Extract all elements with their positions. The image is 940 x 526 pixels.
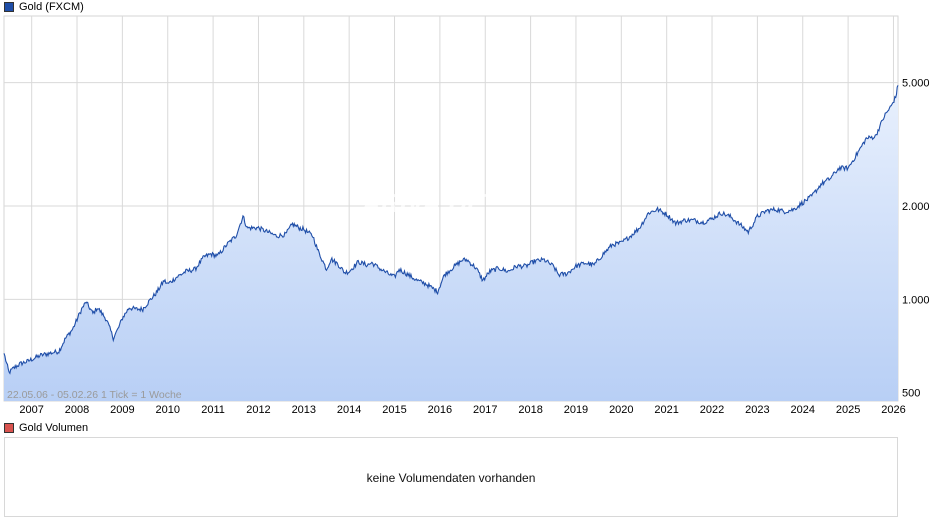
x-tick-label: 2020 bbox=[609, 404, 633, 416]
x-tick-label: 2009 bbox=[110, 404, 134, 416]
x-tick-label: 2014 bbox=[337, 404, 361, 416]
x-tick-label: 2018 bbox=[518, 404, 542, 416]
watermark: ARIVA.DE bbox=[359, 188, 488, 218]
x-tick-label: 2015 bbox=[382, 404, 406, 416]
main-legend: Gold (FXCM) bbox=[4, 0, 84, 14]
y-tick-label: 2.000 bbox=[902, 201, 930, 213]
y-tick-label: 5.000 bbox=[902, 78, 930, 90]
x-tick-label: 2008 bbox=[65, 404, 89, 416]
x-tick-label: 2021 bbox=[654, 404, 678, 416]
y-tick-label: 500 bbox=[902, 388, 920, 400]
range-info: 22.05.06 - 05.02.26 1 Tick = 1 Woche bbox=[7, 389, 182, 401]
x-tick-label: 2012 bbox=[246, 404, 270, 416]
y-axis-labels: 500 1.000 2.000 5.000 bbox=[902, 78, 930, 400]
gold-legend-swatch bbox=[4, 2, 14, 12]
x-tick-label: 2011 bbox=[201, 404, 225, 416]
main-legend-label: Gold (FXCM) bbox=[19, 1, 84, 13]
x-tick-label: 2007 bbox=[19, 404, 43, 416]
x-axis-labels: 2007 2008 2009 2010 2011 2012 2013 2014 2015 2016… bbox=[19, 404, 905, 416]
gold-price-line bbox=[3, 85, 899, 375]
x-tick-label: 2025 bbox=[836, 404, 860, 416]
volume-panel: keine Volumendaten vorhanden bbox=[4, 437, 898, 517]
x-tick-label: 2017 bbox=[473, 404, 497, 416]
volume-legend: Gold Volumen bbox=[4, 421, 88, 435]
x-tick-label: 2022 bbox=[700, 404, 724, 416]
x-tick-label: 2016 bbox=[428, 404, 452, 416]
x-tick-label: 2010 bbox=[155, 404, 179, 416]
x-tick-label: 2019 bbox=[564, 404, 588, 416]
volume-empty-message: keine Volumendaten vorhanden bbox=[366, 471, 536, 485]
gold-price-chart: ARIVA.DE 22.05.06 - 05.02.26 1 Tick = 1 … bbox=[3, 15, 930, 416]
volume-legend-swatch bbox=[4, 423, 14, 433]
volume-legend-label: Gold Volumen bbox=[19, 422, 89, 434]
x-tick-label: 2024 bbox=[791, 404, 815, 416]
x-tick-label: 2026 bbox=[881, 404, 905, 416]
y-tick-label: 1.000 bbox=[902, 294, 930, 306]
gold-price-area bbox=[4, 85, 898, 402]
x-tick-label: 2013 bbox=[292, 404, 316, 416]
x-tick-label: 2023 bbox=[745, 404, 769, 416]
